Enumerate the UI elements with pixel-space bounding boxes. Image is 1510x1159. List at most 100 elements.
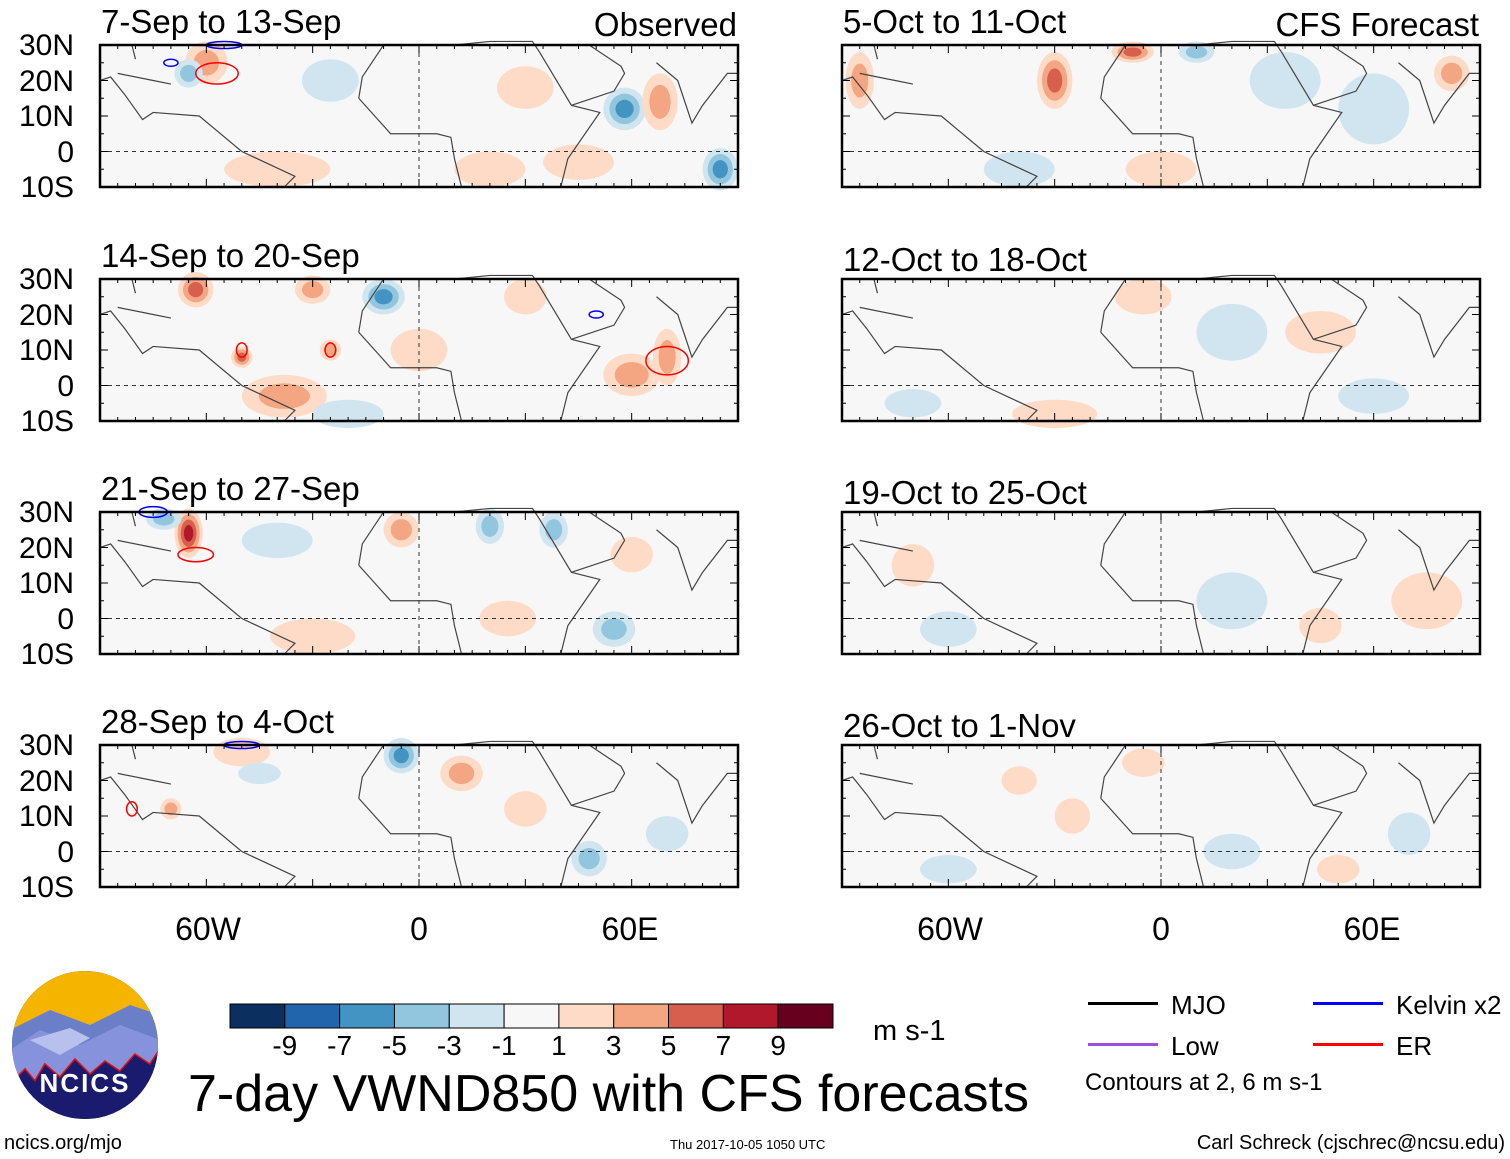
anomaly-blob (1441, 62, 1463, 85)
colorbar-swatch (339, 1003, 395, 1029)
panel-title: 19-Oct to 25-Oct (843, 474, 1087, 511)
anomaly-blob (448, 762, 475, 785)
coastline (571, 511, 626, 573)
coastline (358, 278, 385, 333)
coastline (1100, 278, 1127, 333)
coastline (358, 331, 463, 422)
coastline (117, 72, 172, 85)
lat-label: 30N (18, 263, 74, 296)
anomaly-blob (649, 84, 671, 119)
colorbar-swatch (668, 1003, 724, 1029)
lon-label: 60E (601, 911, 659, 947)
lat-label: 0 (57, 835, 74, 869)
anomaly-blob (180, 64, 198, 82)
coastline (841, 310, 1038, 422)
anomaly-blob (1316, 855, 1360, 884)
anomaly-blob (258, 383, 310, 409)
anomaly-blob (1338, 73, 1410, 145)
anomaly-blob (1114, 279, 1172, 315)
coastline (1196, 274, 1343, 422)
colorbar-tick-label: 1 (551, 1030, 567, 1061)
anomaly-blob (1387, 812, 1431, 856)
contour-line (194, 62, 239, 85)
panel-title: 12-Oct to 18-Oct (843, 241, 1087, 278)
panel-frame (840, 743, 1482, 889)
coastline (571, 744, 626, 806)
coastline (131, 278, 137, 294)
lat-label: 30N (18, 29, 74, 62)
anomaly-blob (919, 855, 977, 884)
footer-author: Carl Schreck (cjschrec@ncsu.edu) (1196, 1132, 1505, 1154)
panel-frame (98, 43, 740, 189)
coastline (1100, 331, 1205, 422)
panel-frame (98, 510, 740, 656)
coastline (454, 740, 601, 888)
colorbar-tick-label: -3 (436, 1030, 462, 1061)
lon-label: 60E (1343, 911, 1401, 947)
anomaly-blob (504, 279, 547, 315)
footer-url[interactable]: ncics.org/mjo (4, 1132, 122, 1154)
lon-label: 60W (917, 911, 983, 947)
panel-frame (840, 277, 1482, 423)
anomaly-blob (1047, 68, 1063, 93)
legend-line-mjo (1088, 1002, 1158, 1005)
lat-label: 10S (20, 405, 74, 438)
anomaly-blob (1338, 378, 1410, 414)
anomaly-blob (1185, 45, 1208, 59)
lat-label: 20N (18, 764, 74, 798)
anomaly-blob (481, 515, 499, 537)
anomaly-blob (302, 281, 324, 299)
panel-frame (840, 510, 1482, 656)
coastline (1196, 507, 1343, 655)
coastline (117, 539, 172, 552)
colorbar-swatch (393, 1003, 450, 1029)
coastline (454, 40, 601, 188)
anomaly-blob (224, 151, 331, 187)
anomaly-blob (1249, 52, 1321, 109)
coastline (1100, 797, 1205, 888)
legend-line-er (1313, 1043, 1383, 1046)
anomaly-blob (241, 522, 313, 559)
coastline (859, 72, 914, 85)
coastline (99, 776, 296, 888)
map-panel-forecast-4 (840, 740, 1482, 889)
anomaly-blob (1001, 766, 1037, 795)
panel-title: 21-Sep to 27-Sep (101, 470, 360, 507)
coastline (1100, 97, 1205, 188)
lat-label: 30N (18, 496, 74, 529)
coastline (571, 278, 626, 340)
lat-label: 0 (57, 602, 74, 636)
coastline (358, 797, 463, 888)
anomaly-blob (1054, 798, 1091, 834)
coastline (99, 310, 296, 422)
coastline (656, 762, 738, 825)
colorbar-tick-label: -7 (327, 1030, 353, 1061)
anomaly-blob (1285, 310, 1356, 354)
colorbar-tick-label: -9 (272, 1030, 298, 1061)
anomaly-blob (302, 59, 359, 102)
coastline (1398, 529, 1480, 592)
anomaly-blob (1122, 748, 1165, 777)
footer-timestamp: Thu 2017-10-05 1050 UTC (670, 1137, 826, 1152)
lat-label: 10N (18, 800, 74, 833)
anomaly-blob (1299, 607, 1342, 644)
lat-label: 10N (18, 567, 74, 600)
lon-label: 0 (410, 911, 428, 947)
coastline (571, 44, 626, 106)
anomaly-blob (884, 389, 942, 418)
coastline (841, 776, 1038, 888)
legend-line-kelvin-x2 (1313, 1002, 1383, 1005)
map-panel-forecast-2 (840, 274, 1482, 429)
lon-label: 0 (1152, 911, 1170, 947)
anomaly-blob (454, 151, 526, 187)
colorbar-tick-label: 9 (770, 1030, 786, 1061)
coastline (1398, 296, 1480, 359)
lat-label: 10N (18, 100, 74, 133)
coastline (454, 274, 601, 422)
legend-label: Kelvin x2 (1396, 990, 1502, 1020)
coastline (1398, 762, 1480, 825)
coastline (1313, 511, 1368, 573)
anomaly-blob (374, 289, 393, 305)
coastline (99, 543, 296, 655)
legend-label: MJO (1171, 990, 1226, 1020)
